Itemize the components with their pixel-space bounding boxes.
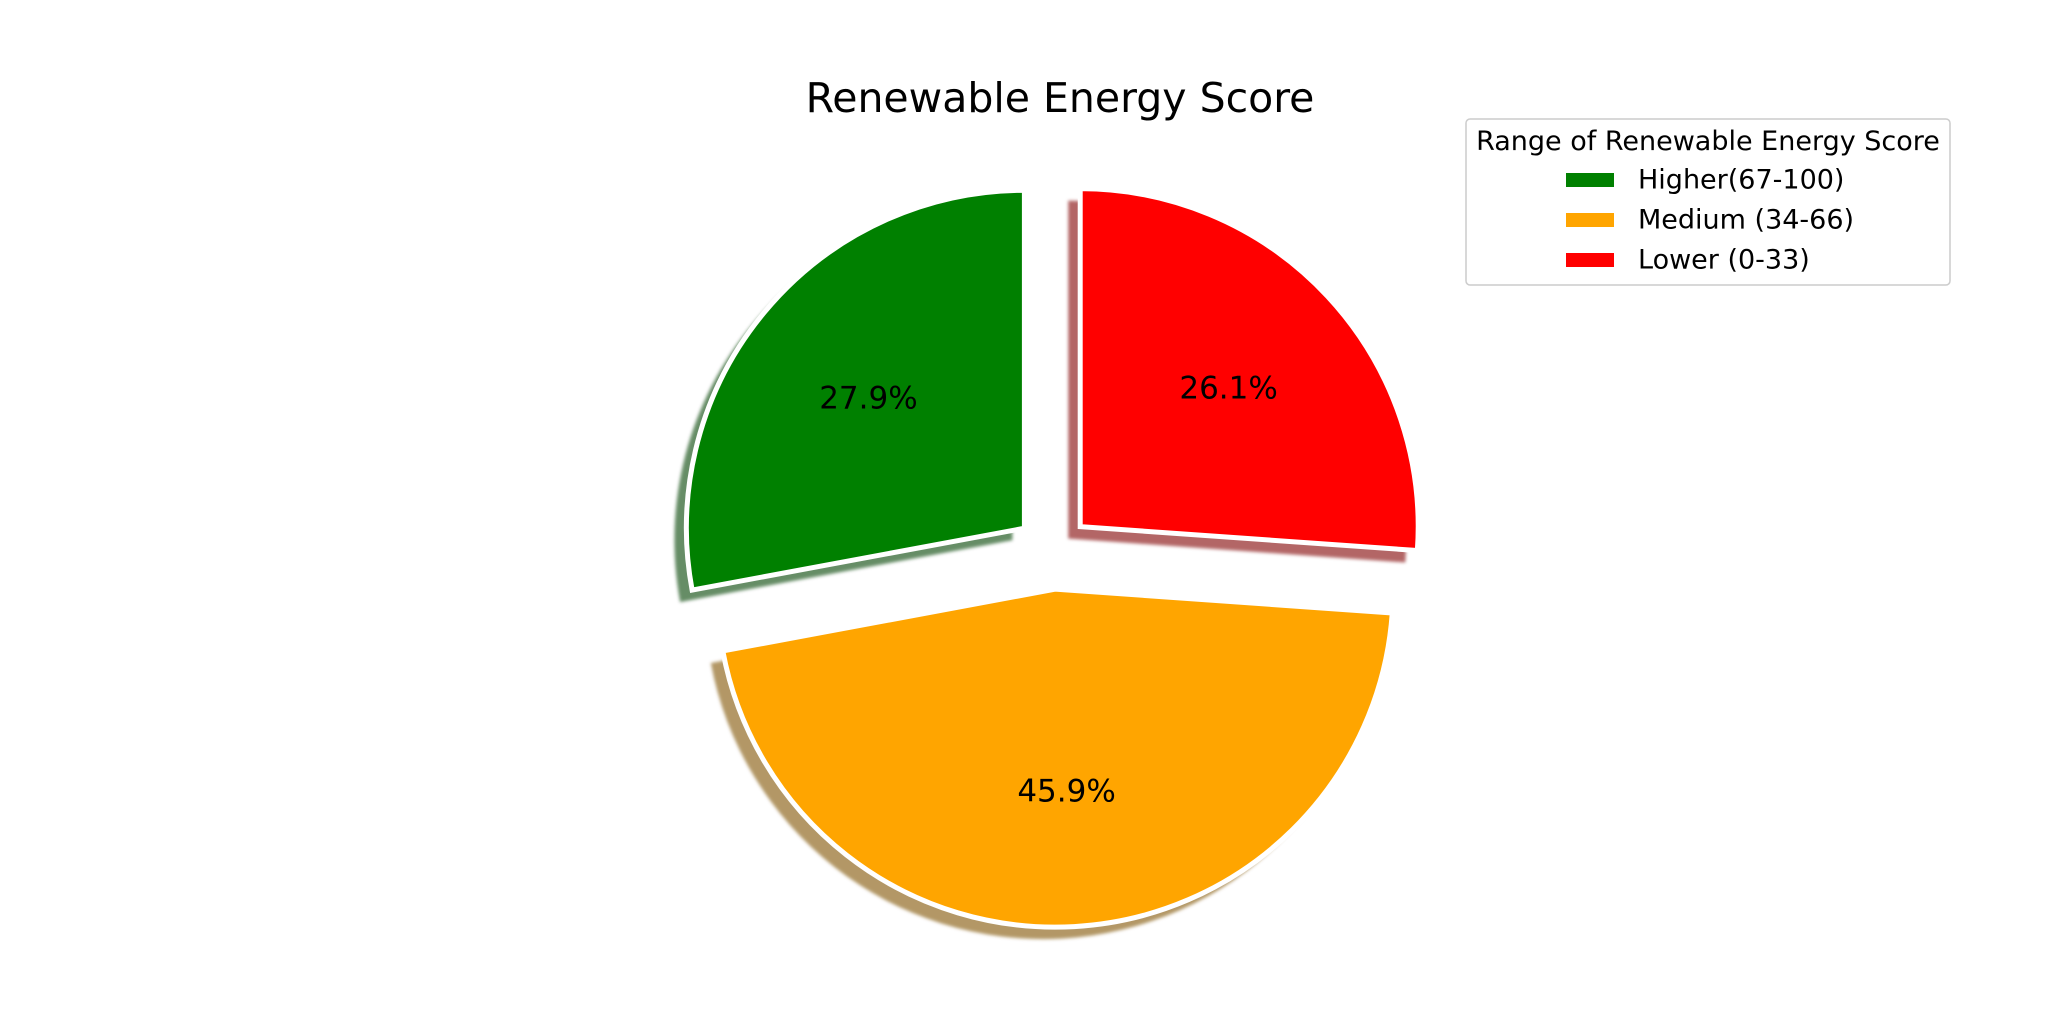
chart-title: Renewable Energy Score (806, 74, 1315, 122)
slice-percent-label-lower-0-33: 26.1% (1179, 370, 1277, 406)
legend-entry-higher-67-100: Higher(67-100) (1638, 165, 1844, 196)
legend-swatch-medium-34-66 (1566, 213, 1614, 227)
legend-swatch-lower-0-33 (1566, 253, 1614, 267)
pie-slice-higher-67-100 (683, 187, 1027, 593)
legend-entry-lower-0-33: Lower (0-33) (1638, 245, 1810, 276)
pie-slices (683, 186, 1421, 930)
pie-slice-medium-34-66 (719, 586, 1395, 930)
legend-title: Range of Renewable Energy Score (1476, 126, 1940, 157)
pie-labels: 27.9% 45.9% 26.1% (819, 370, 1278, 809)
legend-swatch-higher-67-100 (1566, 173, 1614, 187)
legend-frame (1465, 118, 1951, 286)
slice-percent-label-medium-34-66: 45.9% (1017, 774, 1115, 810)
legend: Range of Renewable Energy Score Higher(6… (1465, 118, 1951, 286)
legend-entry-medium-34-66: Medium (34-66) (1638, 205, 1854, 236)
pie-slice-lower-0-33 (1077, 186, 1421, 554)
slice-percent-label-higher-67-100: 27.9% (819, 381, 917, 417)
